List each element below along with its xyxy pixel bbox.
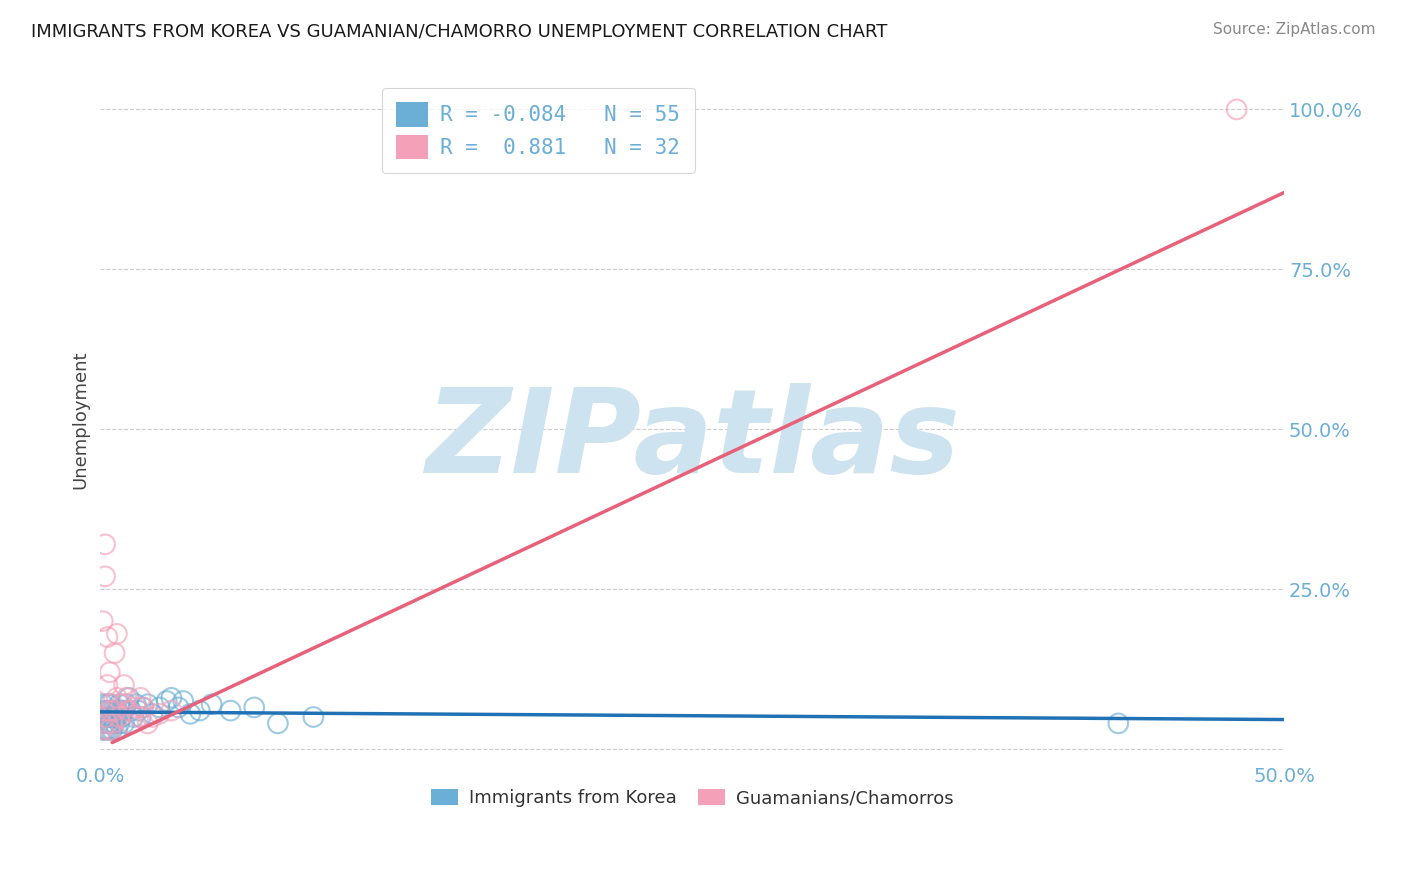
Point — [103, 716, 125, 731]
Point — [105, 710, 128, 724]
Point — [118, 704, 141, 718]
Point — [98, 716, 121, 731]
Point — [98, 704, 121, 718]
Legend: Immigrants from Korea, Guamanians/Chamorros: Immigrants from Korea, Guamanians/Chamor… — [423, 781, 960, 814]
Point — [120, 716, 142, 731]
Point — [96, 704, 118, 718]
Point — [172, 694, 194, 708]
Point — [243, 700, 266, 714]
Point — [101, 710, 124, 724]
Point — [108, 710, 131, 724]
Point — [91, 723, 114, 737]
Point — [101, 704, 124, 718]
Point — [103, 704, 125, 718]
Point — [105, 627, 128, 641]
Point — [1226, 103, 1249, 117]
Point — [96, 723, 118, 737]
Point — [115, 690, 138, 705]
Point — [118, 690, 141, 705]
Point — [103, 710, 125, 724]
Point — [141, 710, 163, 724]
Point — [136, 697, 159, 711]
Point — [127, 710, 149, 724]
Point — [105, 704, 128, 718]
Point — [94, 569, 117, 583]
Point — [94, 710, 117, 724]
Point — [112, 678, 135, 692]
Point — [129, 690, 152, 705]
Point — [96, 716, 118, 731]
Point — [91, 723, 114, 737]
Point — [108, 697, 131, 711]
Point — [179, 706, 201, 721]
Text: IMMIGRANTS FROM KOREA VS GUAMANIAN/CHAMORRO UNEMPLOYMENT CORRELATION CHART: IMMIGRANTS FROM KOREA VS GUAMANIAN/CHAMO… — [31, 22, 887, 40]
Point — [127, 704, 149, 718]
Point — [91, 710, 114, 724]
Point — [108, 716, 131, 731]
Point — [98, 704, 121, 718]
Point — [129, 710, 152, 724]
Point — [96, 710, 118, 724]
Point — [132, 700, 155, 714]
Point — [148, 700, 170, 714]
Point — [112, 704, 135, 718]
Point — [98, 697, 121, 711]
Point — [302, 710, 325, 724]
Point — [94, 537, 117, 551]
Point — [94, 704, 117, 718]
Point — [101, 716, 124, 731]
Point — [201, 697, 224, 711]
Point — [122, 710, 145, 724]
Point — [141, 706, 163, 721]
Point — [94, 710, 117, 724]
Point — [101, 723, 124, 737]
Point — [136, 716, 159, 731]
Point — [267, 716, 290, 731]
Y-axis label: Unemployment: Unemployment — [72, 351, 89, 489]
Point — [96, 630, 118, 644]
Point — [156, 694, 179, 708]
Point — [94, 716, 117, 731]
Point — [148, 706, 170, 721]
Point — [125, 697, 148, 711]
Point — [96, 697, 118, 711]
Point — [160, 704, 183, 718]
Point — [105, 723, 128, 737]
Point — [120, 704, 142, 718]
Text: ZIPatlas: ZIPatlas — [425, 383, 960, 498]
Point — [219, 704, 242, 718]
Point — [103, 646, 125, 660]
Point — [112, 716, 135, 731]
Point — [101, 697, 124, 711]
Point — [111, 710, 134, 724]
Point — [167, 700, 190, 714]
Point — [101, 716, 124, 731]
Point — [105, 690, 128, 705]
Point — [125, 700, 148, 714]
Point — [98, 665, 121, 680]
Text: Source: ZipAtlas.com: Source: ZipAtlas.com — [1212, 22, 1375, 37]
Point — [188, 704, 211, 718]
Point — [111, 697, 134, 711]
Point — [98, 723, 121, 737]
Point — [1107, 716, 1129, 731]
Point — [94, 723, 117, 737]
Point — [115, 697, 138, 711]
Point — [132, 700, 155, 714]
Point — [103, 704, 125, 718]
Point — [98, 723, 121, 737]
Point — [91, 614, 114, 628]
Point — [98, 710, 121, 724]
Point — [160, 690, 183, 705]
Point — [91, 697, 114, 711]
Point — [111, 704, 134, 718]
Point — [96, 678, 118, 692]
